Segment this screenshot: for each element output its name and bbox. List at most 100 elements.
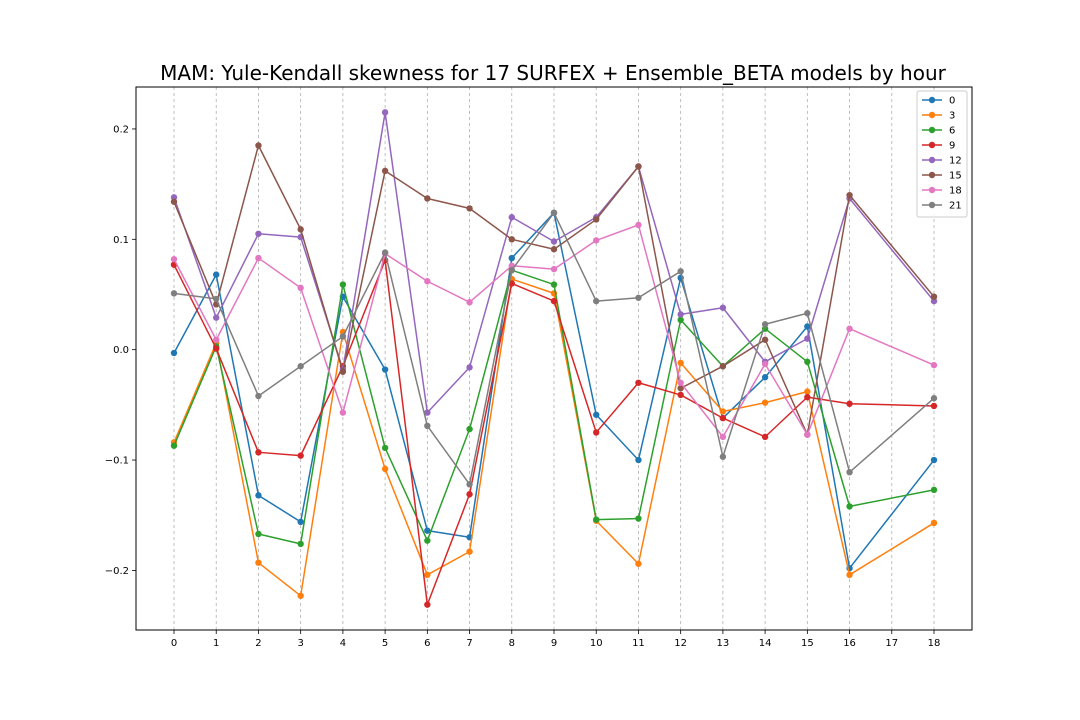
data-point — [593, 429, 600, 436]
data-point — [297, 226, 304, 233]
data-point — [213, 271, 220, 278]
x-tick-label: 13 — [717, 638, 730, 649]
data-point — [677, 268, 684, 275]
data-point — [466, 481, 473, 488]
series-line-15 — [173, 144, 935, 436]
data-point — [424, 571, 431, 579]
data-point — [255, 230, 262, 237]
legend-swatch-marker — [928, 201, 936, 209]
legend-label: 18 — [949, 186, 962, 197]
series-line-21 — [173, 212, 935, 486]
series-line-3 — [173, 278, 935, 597]
data-point — [804, 323, 811, 330]
data-point — [466, 491, 473, 498]
data-point — [170, 255, 178, 263]
data-point — [508, 236, 515, 243]
legend-item: 3 — [922, 111, 955, 122]
data-point — [424, 527, 431, 534]
data-point — [381, 109, 389, 116]
data-point — [297, 452, 304, 459]
data-point — [593, 297, 600, 305]
data-point — [424, 278, 431, 285]
data-point — [635, 163, 642, 170]
x-tick-label: 0 — [171, 638, 177, 649]
data-point — [381, 366, 389, 373]
series-line-18 — [173, 224, 935, 438]
data-point — [213, 345, 220, 352]
legend-label: 0 — [949, 96, 955, 107]
data-point — [804, 358, 811, 366]
data-point — [297, 518, 304, 526]
legend-label: 6 — [949, 126, 955, 137]
legend-label: 12 — [949, 156, 962, 167]
data-point — [297, 592, 304, 599]
data-point — [635, 379, 642, 386]
data-point — [213, 314, 220, 321]
legend-label: 9 — [949, 141, 955, 152]
data-point — [635, 456, 642, 464]
data-point — [635, 515, 642, 522]
data-point — [677, 379, 684, 386]
data-point — [255, 559, 262, 566]
series-line-6 — [173, 269, 935, 545]
data-point — [381, 167, 389, 175]
data-point — [804, 388, 811, 395]
y-tick-label: 0.0 — [113, 345, 129, 356]
legend-item: 9 — [922, 141, 955, 152]
y-tick-label: 0.2 — [113, 124, 129, 135]
data-point — [761, 360, 769, 368]
data-point — [846, 571, 853, 579]
data-point — [424, 422, 431, 430]
data-point — [466, 299, 473, 306]
data-point — [381, 444, 389, 452]
data-point — [719, 433, 727, 441]
data-point — [593, 237, 600, 244]
data-point — [761, 433, 769, 441]
data-point — [677, 359, 684, 367]
data-point — [466, 205, 473, 212]
data-point — [424, 195, 431, 202]
data-point — [466, 364, 473, 371]
data-point — [170, 349, 178, 357]
data-point — [170, 290, 178, 297]
data-point — [339, 333, 347, 340]
data-point — [846, 503, 853, 510]
data-point — [635, 560, 642, 567]
data-point — [381, 465, 389, 473]
data-point — [930, 456, 938, 464]
grid — [173, 87, 935, 630]
x-tick-label: 18 — [928, 638, 941, 649]
x-tick-label: 14 — [759, 638, 772, 649]
x-tick-label: 11 — [632, 638, 645, 649]
data-point — [550, 265, 558, 273]
data-point — [930, 297, 938, 305]
data-point — [677, 316, 684, 324]
data-point — [930, 519, 938, 527]
data-point — [170, 198, 178, 205]
x-tick-label: 3 — [297, 638, 303, 649]
data-point — [761, 399, 769, 406]
data-point — [550, 238, 558, 245]
data-point — [593, 216, 600, 223]
series-0 — [170, 209, 938, 572]
data-point — [930, 293, 938, 300]
data-point — [677, 391, 684, 399]
data-point — [930, 486, 938, 494]
legend-label: 21 — [949, 201, 962, 212]
data-point — [297, 284, 304, 292]
data-point — [804, 393, 811, 401]
data-point — [381, 249, 389, 256]
data-point — [297, 540, 304, 548]
legend-item: 18 — [922, 186, 962, 197]
legend-item: 15 — [922, 171, 962, 182]
data-point — [255, 492, 262, 499]
legend-swatch-marker — [928, 186, 936, 194]
data-point — [719, 414, 727, 422]
legend-item: 6 — [922, 126, 955, 137]
axes: 0 1 2 3 4 5 6 7 8 9 10 11 12 13 14 15 16 17 18−0.2−0.10.00… — [105, 124, 941, 649]
data-point — [508, 267, 515, 274]
data-point — [804, 431, 811, 438]
data-point — [213, 336, 220, 343]
data-point — [677, 385, 684, 392]
data-point — [719, 363, 727, 370]
